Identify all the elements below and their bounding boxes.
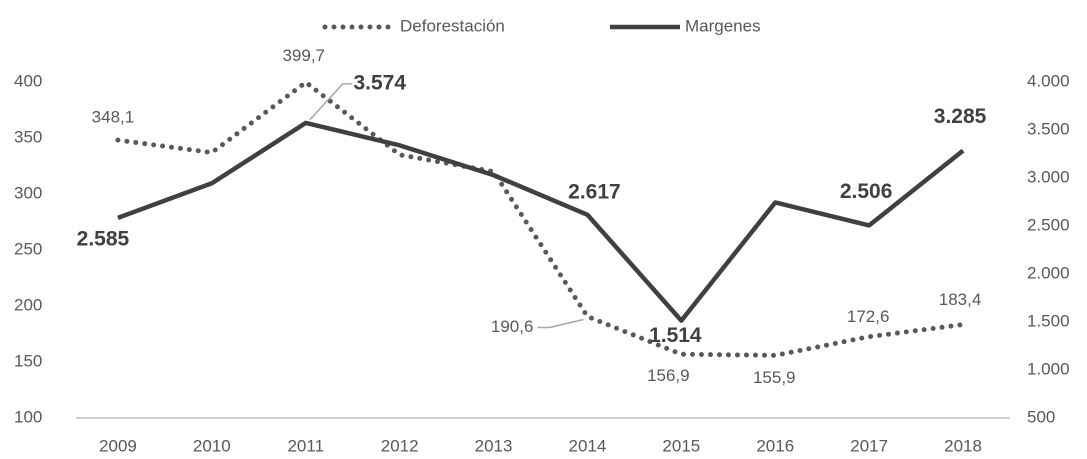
data-label: 2.506	[840, 180, 893, 203]
x-tick-label: 2010	[193, 436, 231, 455]
leader-line	[537, 318, 584, 329]
x-tick-label: 2009	[99, 436, 137, 455]
y2-tick-label: 1.000	[1027, 359, 1070, 378]
data-label: 2.585	[77, 227, 130, 250]
y-tick-label: 200	[14, 295, 42, 314]
data-label: 348,1	[92, 108, 135, 127]
data-label: 2.617	[568, 180, 621, 203]
x-tick-label: 2016	[756, 436, 794, 455]
x-tick-label: 2012	[381, 436, 419, 455]
data-label: 3.574	[353, 71, 406, 94]
y-tick-label: 300	[14, 183, 42, 202]
legend-label: Deforestación	[400, 16, 505, 35]
x-tick-label: 2013	[475, 436, 513, 455]
y-tick-label: 400	[14, 71, 42, 90]
x-tick-label: 2011	[287, 436, 324, 455]
series-line	[115, 79, 966, 358]
x-tick-label: 2014	[569, 436, 607, 455]
y2-tick-label: 3.500	[1027, 119, 1070, 138]
x-tick-label: 2018	[944, 436, 982, 455]
legend-label: Margenes	[685, 16, 761, 35]
data-label: 3.285	[934, 105, 987, 128]
data-label: 172,6	[847, 307, 890, 326]
data-label: 1.514	[649, 324, 702, 347]
data-label: 190,6	[491, 317, 534, 336]
y2-tick-label: 4.000	[1027, 71, 1070, 90]
data-label: 155,9	[753, 368, 796, 387]
y2-tick-label: 500	[1027, 407, 1055, 426]
y2-tick-label: 2.500	[1027, 215, 1070, 234]
y2-tick-label: 2.000	[1027, 263, 1070, 282]
y2-tick-label: 3.000	[1027, 167, 1070, 186]
x-tick-label: 2017	[850, 436, 888, 455]
y-tick-label: 250	[14, 239, 42, 258]
data-label: 399,7	[282, 46, 325, 65]
y-tick-label: 150	[14, 351, 42, 370]
y-tick-label: 350	[14, 127, 42, 146]
data-label: 183,4	[939, 290, 982, 309]
y-tick-label: 100	[14, 407, 42, 426]
x-tick-label: 2015	[662, 436, 700, 455]
series-line	[117, 120, 965, 323]
data-label: 156,9	[647, 366, 690, 385]
y2-tick-label: 1.500	[1027, 311, 1070, 330]
leader-line	[309, 83, 352, 121]
